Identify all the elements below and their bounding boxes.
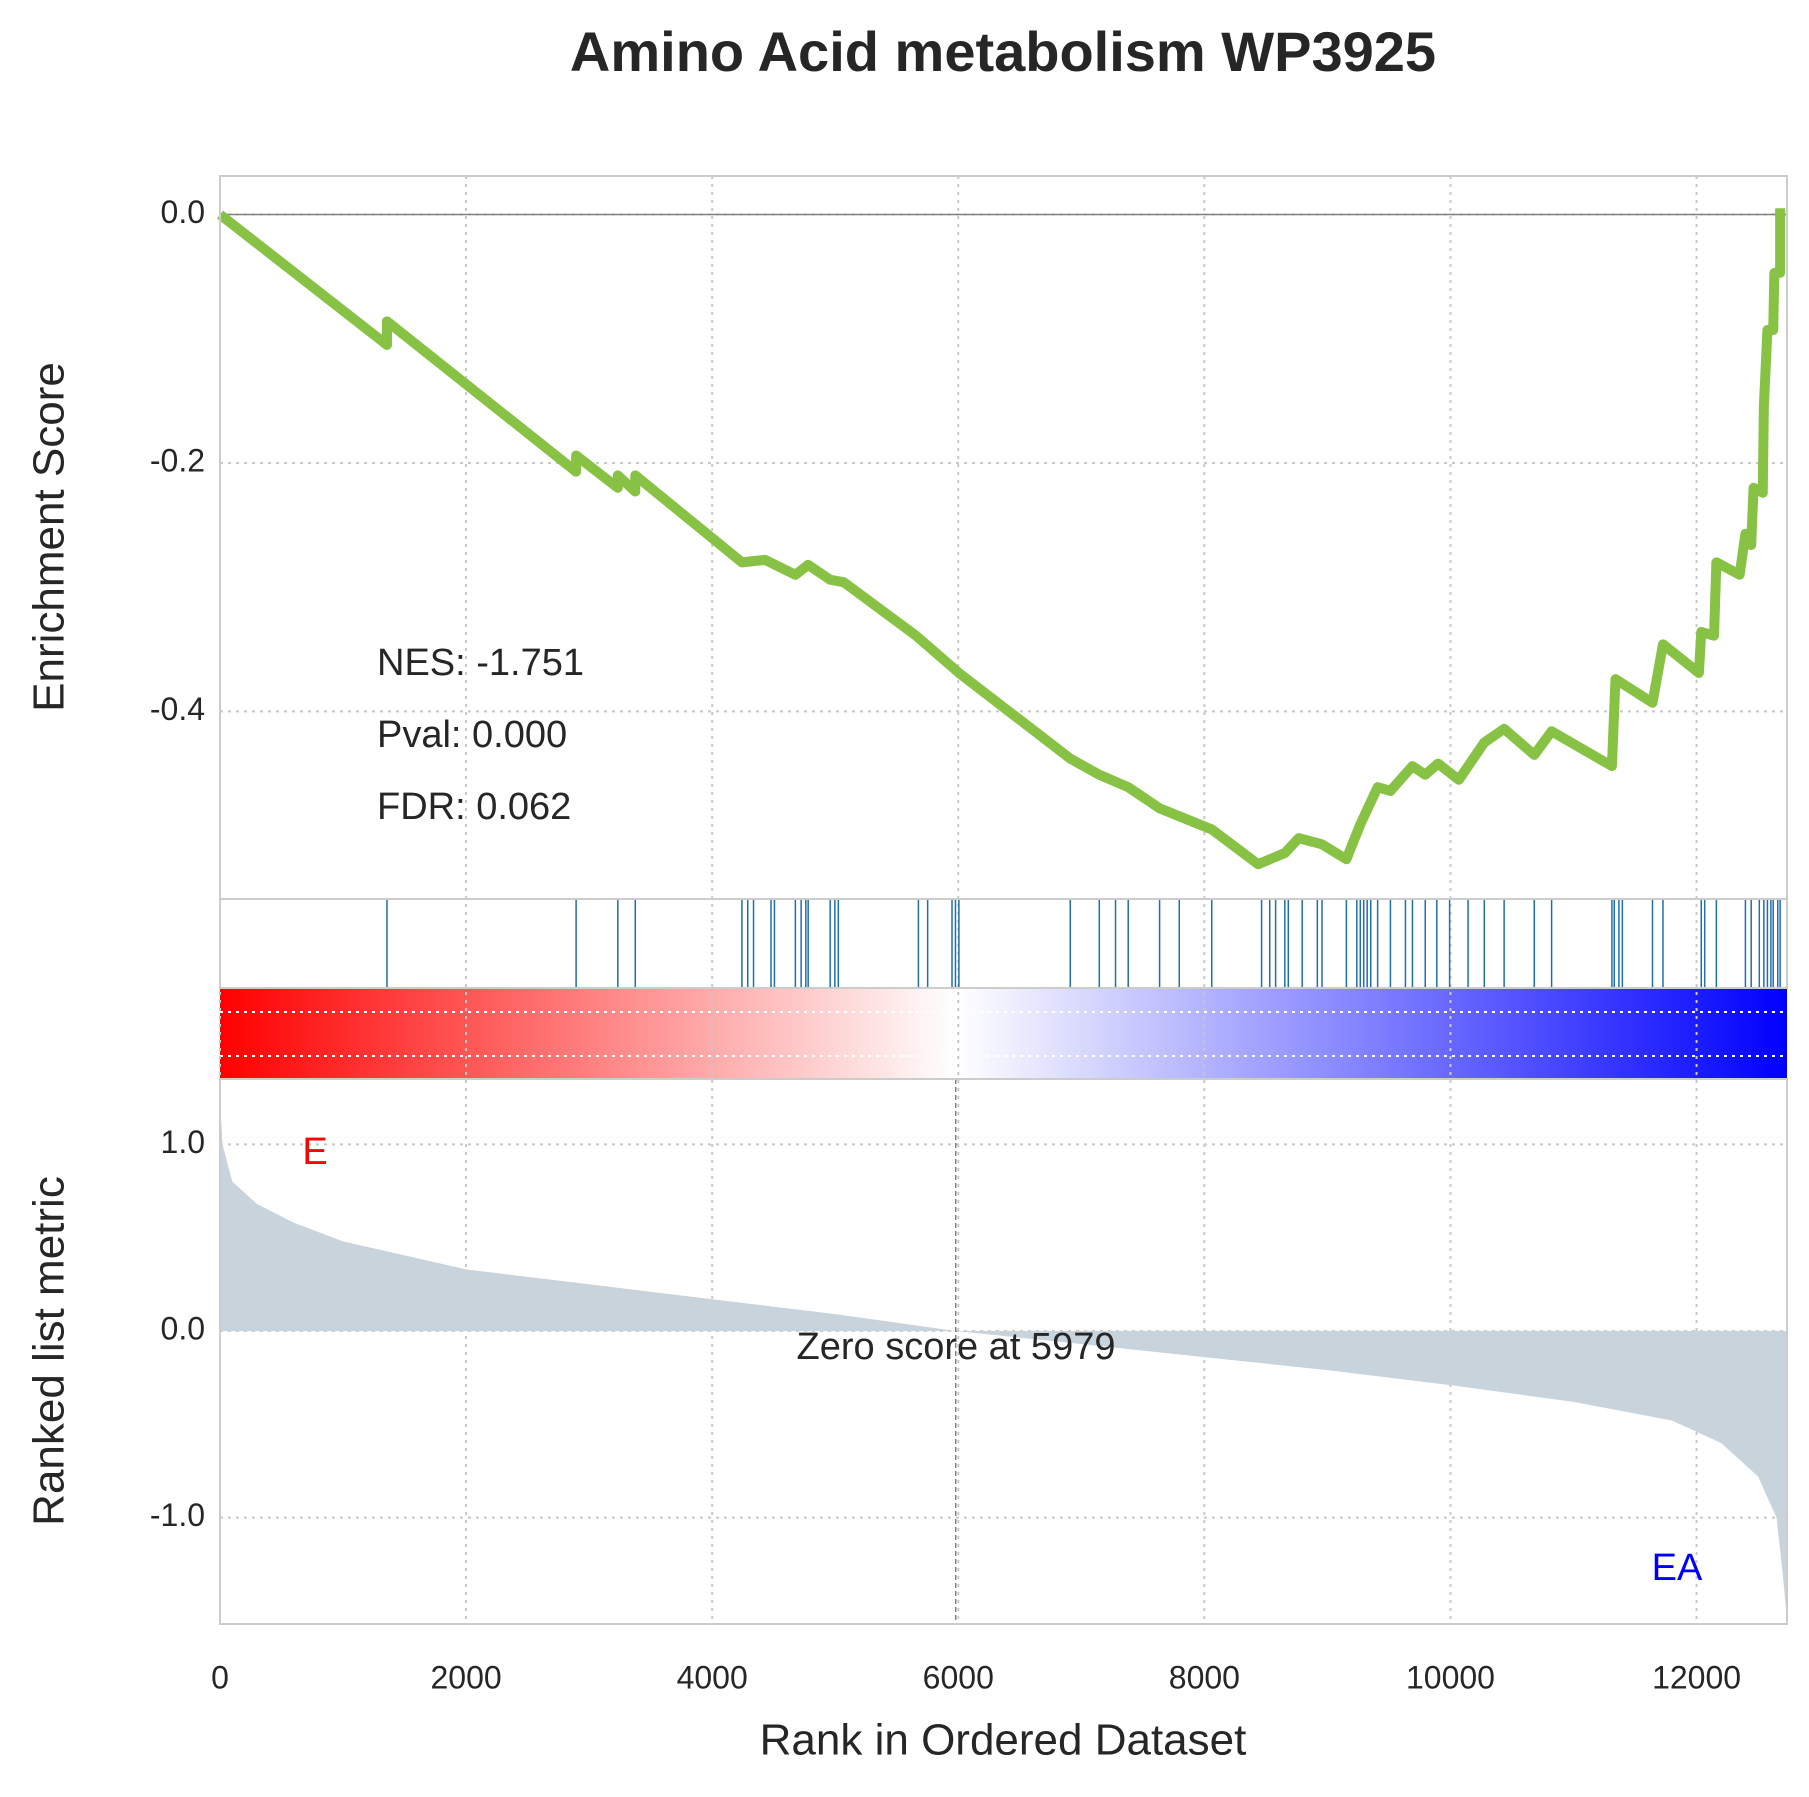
y-tick-label: -0.4 [150, 691, 205, 727]
annotation: Pval: 0.000 [377, 714, 567, 756]
panel-frame [219, 1078, 1788, 1625]
es-line [216, 208, 1786, 870]
x-tick-label: 4000 [677, 1659, 748, 1695]
x-tick-label: 10000 [1406, 1659, 1495, 1695]
y-tick-label: -0.2 [150, 442, 205, 478]
annotation: FDR: 0.062 [377, 786, 571, 828]
annotation: NES: -1.751 [377, 642, 584, 684]
x-tick-label: 8000 [1169, 1659, 1240, 1695]
pos-label: E [302, 1131, 327, 1173]
x-tick-label: 0 [211, 1659, 229, 1695]
chart-title: Amino Acid metabolism WP3925 [570, 20, 1436, 83]
color-bar [220, 988, 1787, 1079]
x-tick-label: 2000 [430, 1659, 501, 1695]
neg-label: EA [1652, 1547, 1703, 1589]
y-tick-label: -1.0 [150, 1497, 205, 1533]
x-axis-label: Rank in Ordered Dataset [760, 1716, 1247, 1765]
y-tick-label: 1.0 [161, 1124, 205, 1160]
metric-area [220, 1097, 1787, 1621]
y-axis-label: Ranked list metric [25, 1176, 74, 1526]
y-tick-label: 0.0 [161, 1310, 205, 1346]
zero-label: Zero score at 5979 [797, 1326, 1116, 1368]
panel-frame [219, 898, 1788, 989]
y-tick-label: 0.0 [161, 194, 205, 230]
y-axis-label: Enrichment Score [25, 362, 74, 712]
x-tick-label: 6000 [923, 1659, 994, 1695]
x-tick-label: 12000 [1652, 1659, 1741, 1695]
